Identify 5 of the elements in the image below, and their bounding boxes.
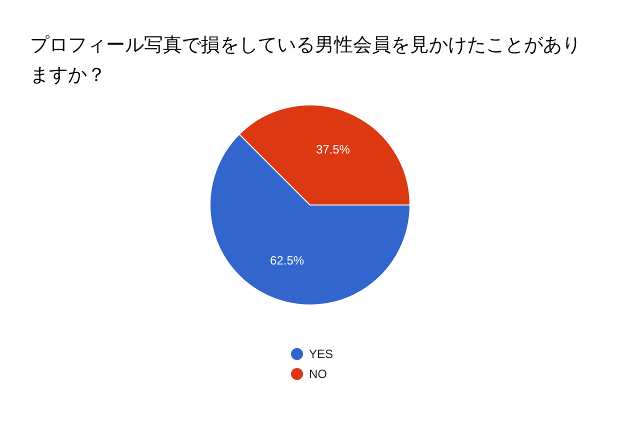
data-label: 62.5% (270, 253, 304, 268)
legend-label: YES (309, 347, 334, 361)
legend-label: NO (309, 367, 327, 381)
chart-title: プロフィール写真で損をしている男性会員を見かけたことがありますか？ (30, 33, 582, 88)
data-label: 37.5% (316, 142, 350, 157)
